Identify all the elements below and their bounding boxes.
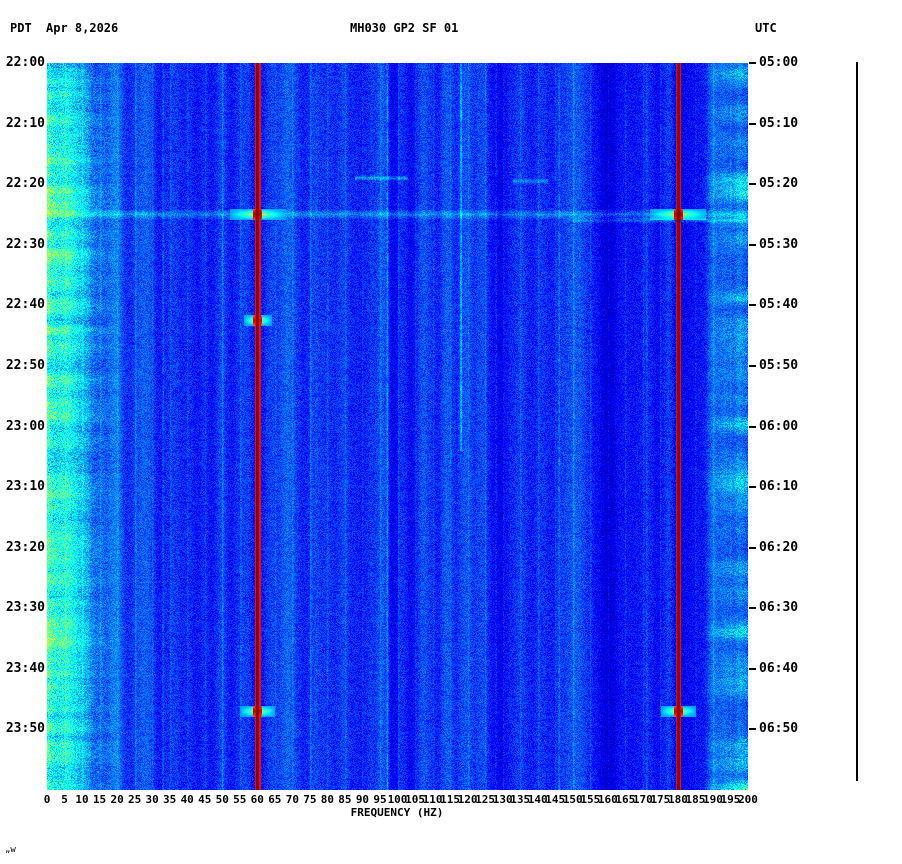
- time-tick-label-right: 05:20: [759, 176, 799, 192]
- time-tick-label-right: 06:00: [759, 418, 799, 434]
- time-tick-label-left: 22:00: [5, 55, 45, 70]
- freq-tick-label: 95: [373, 793, 387, 806]
- right-tick-mark: [749, 728, 756, 731]
- right-tick-mark: [749, 183, 756, 186]
- time-tick-label-right: 05:00: [759, 55, 799, 70]
- freq-tick-label: 130: [492, 793, 513, 806]
- frequency-axis-title: FREQUENCY (HZ): [350, 806, 444, 819]
- time-tick-label-left: 23:30: [5, 600, 45, 616]
- time-tick-label-left: 23:20: [5, 539, 45, 555]
- right-tick-mark: [749, 425, 756, 428]
- time-tick-label-right: 06:20: [759, 539, 799, 555]
- right-tick-mark: [749, 364, 756, 367]
- freq-tick-label: 70: [285, 793, 299, 806]
- freq-tick-label: 105: [405, 793, 425, 806]
- freq-tick-label: 190: [703, 793, 723, 806]
- freq-tick-label: 45: [198, 793, 212, 806]
- freq-tick-label: 10: [75, 793, 89, 806]
- right-tick-mark: [749, 243, 756, 246]
- right-tick-mark: [749, 62, 756, 64]
- freq-tick-label: 40: [180, 793, 194, 806]
- timezone-left-label: PDT: [10, 21, 32, 35]
- freq-tick-label: 75: [303, 793, 317, 806]
- freq-tick-label: 140: [527, 793, 548, 806]
- right-tick-mark: [749, 546, 756, 549]
- time-tick-label-left: 22:20: [5, 176, 45, 192]
- freq-tick-label: 145: [545, 793, 566, 806]
- date-label: Apr 8,2026: [46, 21, 119, 35]
- time-tick-label-right: 05:10: [759, 115, 799, 131]
- freq-tick-label: 55: [233, 793, 247, 806]
- timezone-right-label: UTC: [755, 21, 777, 35]
- freq-tick-label: 155: [580, 793, 601, 806]
- right-tick-mark: [749, 486, 756, 489]
- time-tick-label-left: 22:40: [5, 297, 45, 313]
- station-title: MH030 GP2 SF 01: [350, 21, 459, 35]
- time-tick-label-left: 22:10: [5, 115, 45, 131]
- freq-tick-label: 110: [422, 793, 443, 806]
- time-tick-label-left: 22:30: [5, 236, 45, 252]
- freq-tick-label: 35: [163, 793, 177, 806]
- freq-tick-label: 170: [632, 793, 653, 806]
- time-tick-label-left: 23:40: [5, 660, 45, 676]
- freq-tick-label: 125: [475, 793, 496, 806]
- freq-tick-label: 15: [92, 793, 107, 806]
- freq-tick-label: 165: [615, 793, 636, 806]
- freq-tick-label: 180: [667, 793, 688, 806]
- spectrogram-canvas: [47, 63, 748, 790]
- freq-tick-label: 185: [685, 793, 706, 806]
- time-tick-label-right: 06:10: [759, 479, 799, 495]
- corner-mark: „w: [5, 845, 16, 855]
- freq-tick-label: 5: [61, 793, 68, 806]
- time-tick-label-right: 05:30: [759, 236, 799, 252]
- freq-tick-label: 90: [355, 793, 370, 806]
- time-tick-label-right: 06:50: [759, 721, 799, 737]
- right-tick-mark: [749, 304, 756, 307]
- time-tick-label-left: 23:10: [5, 479, 45, 495]
- time-tick-label-left: 23:50: [5, 721, 45, 737]
- right-tick-mark: [749, 667, 756, 670]
- freq-tick-label: 65: [268, 793, 282, 806]
- freq-tick-label: 195: [720, 793, 741, 806]
- freq-tick-label: 115: [440, 793, 460, 806]
- freq-tick-label: 80: [320, 793, 335, 806]
- time-tick-label-right: 05:40: [759, 297, 799, 313]
- freq-tick-label: 85: [338, 793, 352, 806]
- freq-tick-label: 120: [457, 793, 478, 806]
- right-tick-mark: [749, 122, 756, 125]
- time-tick-label-right: 06:40: [759, 660, 799, 676]
- time-tick-label-left: 23:00: [5, 418, 45, 434]
- freq-tick-label: 25: [128, 793, 142, 806]
- freq-tick-label: 50: [215, 793, 229, 806]
- freq-tick-label: 160: [597, 793, 618, 806]
- freq-tick-label: 60: [250, 793, 264, 806]
- freq-tick-label: 20: [110, 793, 124, 806]
- freq-tick-label: 0: [43, 793, 51, 806]
- freq-tick-label: 200: [738, 793, 758, 806]
- scale-bar: [856, 62, 858, 781]
- freq-tick-label: 175: [650, 793, 671, 806]
- freq-tick-label: 150: [562, 793, 583, 806]
- freq-tick-label: 30: [145, 793, 159, 806]
- right-tick-mark: [749, 607, 756, 610]
- time-tick-label-right: 05:50: [759, 357, 799, 373]
- freq-tick-label: 135: [510, 793, 531, 806]
- time-tick-label-left: 22:50: [5, 357, 45, 373]
- freq-tick-label: 100: [387, 793, 408, 806]
- time-tick-label-right: 06:30: [759, 600, 799, 616]
